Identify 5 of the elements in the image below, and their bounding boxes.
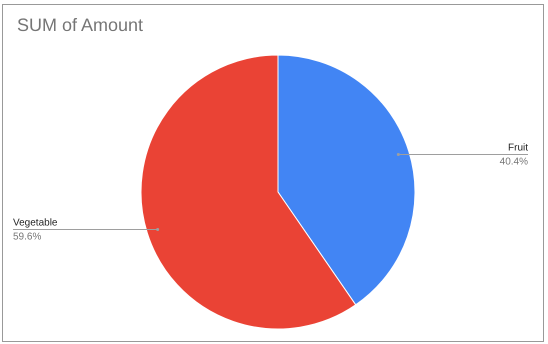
slice-label: Fruit (508, 142, 528, 154)
slice-label: Vegetable (13, 217, 58, 228)
chart-title: SUM of Amount (17, 15, 144, 36)
data-label: 59.6% (13, 231, 42, 242)
data-label: 40.4% (500, 156, 528, 168)
